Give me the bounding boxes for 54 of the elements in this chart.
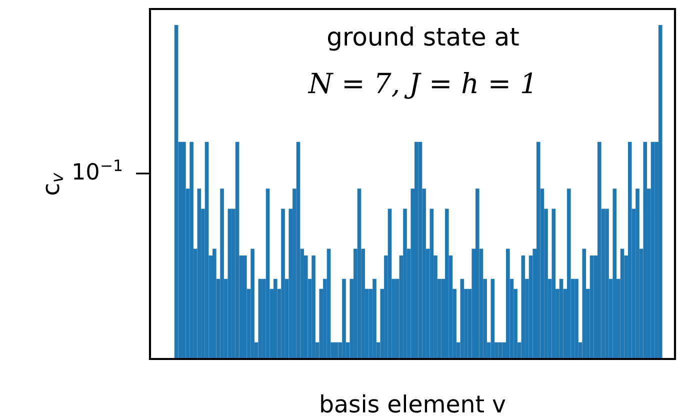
bar xyxy=(273,278,278,359)
bar xyxy=(612,188,617,359)
bar xyxy=(476,188,480,359)
bar xyxy=(643,142,648,359)
bar xyxy=(430,208,434,359)
bar xyxy=(235,142,240,359)
bar xyxy=(266,188,270,359)
bar xyxy=(658,25,662,359)
annotation: N = 7, J = h = 1 xyxy=(308,72,532,99)
bar xyxy=(296,142,300,359)
bar xyxy=(204,142,209,359)
y-axis-title: c$_{v}$ xyxy=(46,172,63,195)
bar xyxy=(490,278,495,359)
bar xyxy=(597,142,602,359)
bar xyxy=(403,208,407,359)
bar xyxy=(445,208,449,359)
bar xyxy=(559,278,564,359)
bar xyxy=(197,188,202,359)
bar xyxy=(250,248,254,359)
bar xyxy=(372,278,376,359)
bar xyxy=(628,142,632,359)
bar xyxy=(228,208,232,359)
bar xyxy=(190,142,194,359)
bar xyxy=(212,248,216,359)
bar xyxy=(243,255,247,359)
bar xyxy=(460,278,464,359)
bar xyxy=(418,142,422,359)
text: 10$^{−1}$ xyxy=(74,160,122,180)
bar xyxy=(574,278,578,359)
bar xyxy=(357,188,362,359)
bar xyxy=(650,142,655,359)
bar xyxy=(552,208,556,359)
bar xyxy=(258,278,262,359)
bar xyxy=(326,248,331,359)
bar xyxy=(334,342,338,359)
bar xyxy=(312,255,316,359)
bar xyxy=(174,25,178,359)
bar xyxy=(582,248,586,359)
bar xyxy=(536,142,540,359)
bar xyxy=(521,255,526,359)
bar xyxy=(636,188,640,359)
bar xyxy=(620,248,624,359)
bar xyxy=(342,278,346,359)
bar xyxy=(506,248,510,359)
bar xyxy=(388,208,392,359)
bar xyxy=(220,188,224,359)
bar xyxy=(414,142,418,359)
bar xyxy=(590,255,594,359)
bar xyxy=(281,208,285,359)
bar xyxy=(182,142,186,359)
bar xyxy=(605,208,609,359)
annotation: ground state at xyxy=(328,26,519,51)
bar xyxy=(566,188,571,359)
x-axis-title: basis element v xyxy=(321,394,506,413)
